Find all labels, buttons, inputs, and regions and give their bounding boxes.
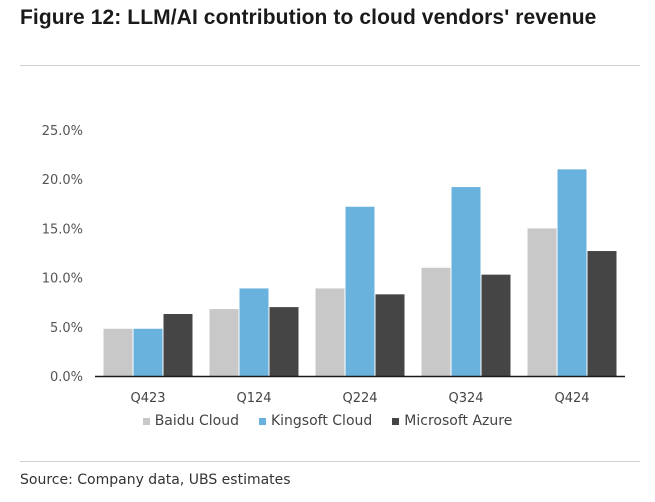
legend-item-baidu-cloud: Baidu Cloud: [142, 413, 239, 429]
x-tick-label: Q423: [130, 391, 165, 406]
legend-item-microsoft-azure: Microsoft Azure: [392, 413, 512, 429]
x-tick-label: Q224: [342, 391, 377, 406]
y-tick-label: 5.0%: [50, 321, 83, 336]
bar-microsoft-azure-q324: [481, 274, 511, 376]
bar-baidu-cloud-q224: [315, 288, 345, 376]
chart-title: Figure 12: LLM/AI contribution to cloud …: [20, 6, 597, 29]
x-tick-label: Q324: [448, 391, 483, 406]
legend-label: Microsoft Azure: [404, 413, 513, 429]
x-tick-label: Q424: [554, 391, 589, 406]
bar-baidu-cloud-q324: [421, 267, 451, 376]
bar-microsoft-azure-q424: [587, 251, 617, 376]
bar-kingsoft-cloud-q324: [451, 187, 481, 376]
y-tick-label: 25.0%: [42, 124, 83, 139]
bar-kingsoft-cloud-q423: [133, 328, 163, 376]
legend-swatch-baidu: [142, 417, 150, 425]
legend-swatch-azure: [392, 417, 400, 425]
legend-label: Kingsoft Cloud: [270, 413, 373, 429]
y-tick-label: 10.0%: [42, 272, 83, 287]
x-axis-ticks: Q423 Q124 Q224 Q324 Q424: [130, 391, 589, 406]
bar-baidu-cloud-q424: [527, 228, 557, 376]
y-axis-ticks: 0.0% 5.0% 10.0% 15.0% 20.0% 25.0%: [42, 124, 83, 385]
bar-microsoft-azure-q124: [269, 307, 299, 376]
bar-kingsoft-cloud-q424: [557, 169, 587, 376]
y-tick-label: 20.0%: [42, 173, 83, 188]
y-tick-label: 0.0%: [50, 370, 83, 385]
bar-microsoft-azure-q224: [375, 294, 405, 376]
legend-item-kingsoft-cloud: Kingsoft Cloud: [258, 413, 373, 429]
bar-kingsoft-cloud-q124: [239, 288, 269, 376]
bar-microsoft-azure-q423: [163, 314, 193, 376]
source-note: Source: Company data, UBS estimates: [20, 472, 291, 488]
legend-swatch-kingsoft: [258, 417, 266, 425]
x-tick-label: Q124: [236, 391, 271, 406]
y-tick-label: 15.0%: [42, 222, 83, 237]
legend: Baidu Cloud Kingsoft Cloud Microsoft Azu…: [0, 413, 655, 429]
legend-label: Baidu Cloud: [154, 413, 239, 429]
bar-chart: 0.0% 5.0% 10.0% 15.0% 20.0% 25.0% Q423 Q124 Q22…: [42, 124, 625, 406]
source-divider: [20, 461, 640, 462]
bars: [103, 169, 617, 376]
bar-baidu-cloud-q423: [103, 328, 133, 376]
bar-baidu-cloud-q124: [209, 309, 239, 376]
title-divider: [20, 65, 640, 66]
bar-kingsoft-cloud-q224: [345, 206, 375, 376]
